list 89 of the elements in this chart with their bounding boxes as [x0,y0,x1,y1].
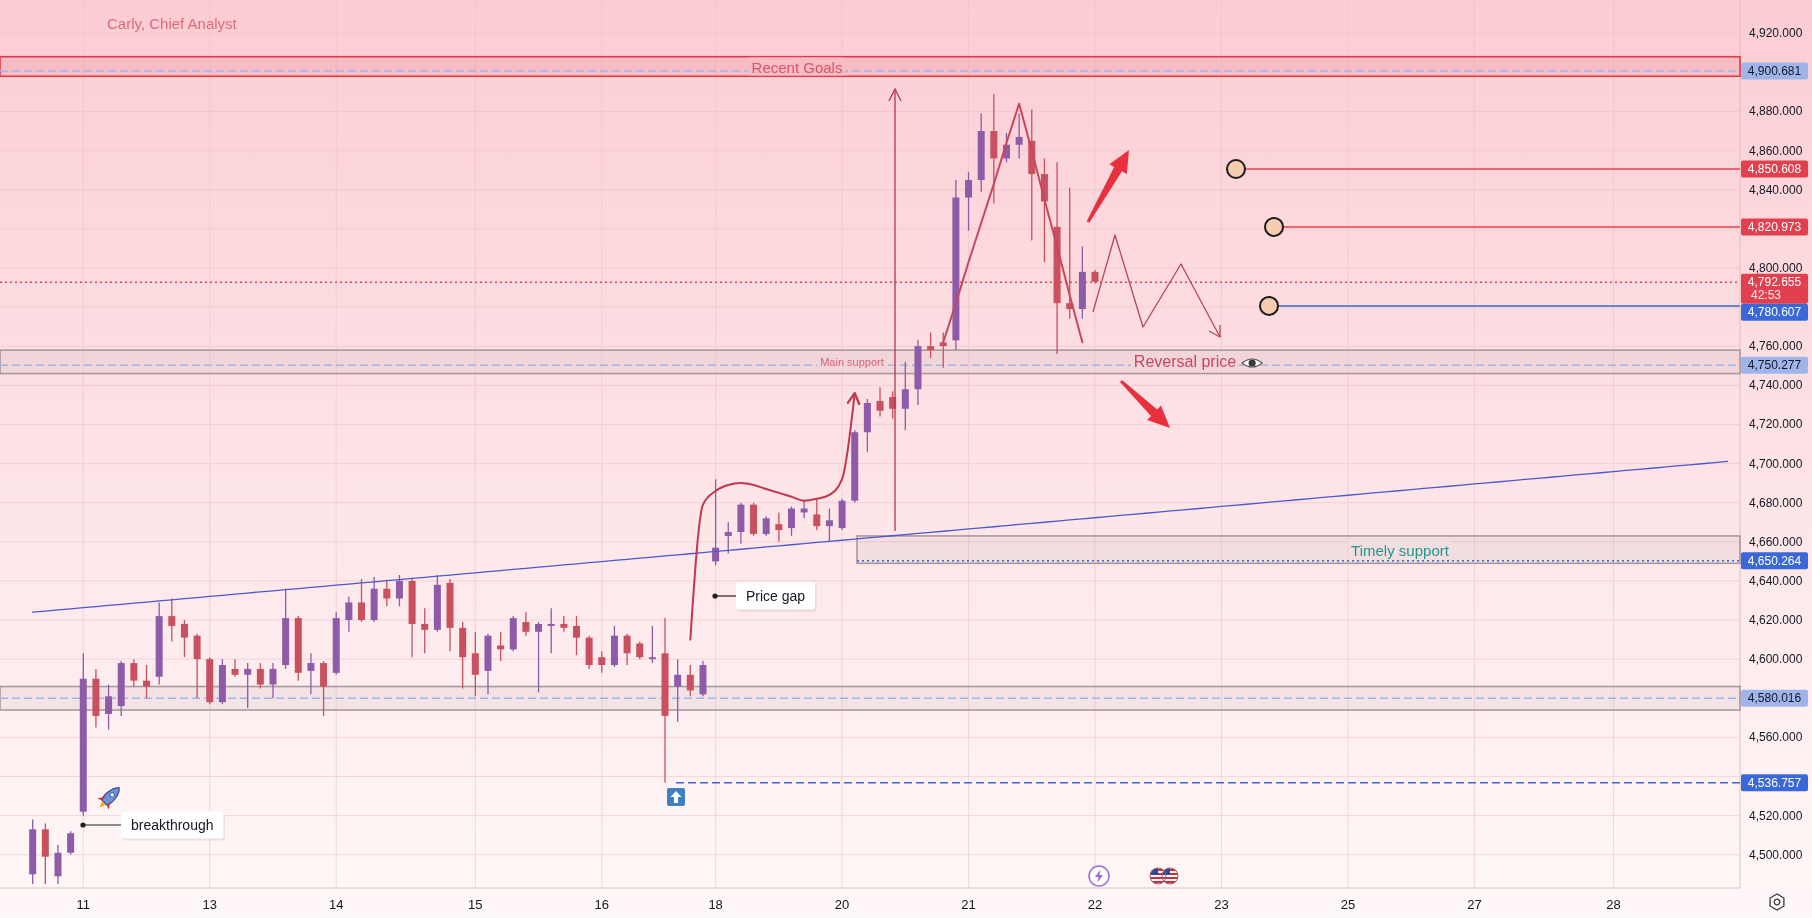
ref-line-label: 4,536.757 [1747,775,1802,790]
y-tick-label: 4,720.000 [1749,417,1803,432]
candlestick [825,507,833,543]
x-tick-label: 28 [1606,896,1621,912]
ref-line-label: 4,820.973 [1747,219,1802,234]
x-tick-label: 20 [834,896,850,912]
candlestick [876,386,884,418]
candlestick [547,607,555,654]
text: Carly, Chief Analyst [107,14,238,32]
annotation: Price gap [745,588,806,604]
y-tick-label: 4,860.000 [1749,143,1803,158]
candlestick [193,633,201,699]
candlestick [307,652,315,696]
band-label: Main support [820,355,884,368]
y-tick-label: 4,740.000 [1749,378,1803,393]
candlestick [573,615,580,656]
ref-line-label: 4,650.264 [1747,553,1802,568]
ref-line-label: 4,850.608 [1747,161,1802,176]
band-label: Timely support [1351,541,1450,559]
candlestick [762,515,770,537]
candlestick [775,511,783,543]
x-tick-label: 13 [202,896,217,912]
ref-line-label: 4,750.277 [1747,358,1802,373]
x-tick-label: 27 [1467,896,1482,912]
candlestick [674,658,682,723]
x-tick-label: 15 [468,896,483,912]
candlestick [560,615,568,633]
x-tick-label: 18 [708,896,723,912]
candlestick [648,625,656,664]
candlestick [788,505,795,537]
y-tick-label: 4,620.000 [1749,613,1803,628]
candlestick [395,574,403,607]
y-tick-label: 4,700.000 [1749,456,1803,471]
candlestick [686,664,694,697]
y-tick-label: 4,560.000 [1749,730,1803,745]
x-tick-label: 25 [1340,896,1356,912]
ref-line-label: 4,780.607 [1747,305,1802,320]
candlestick [497,631,505,662]
text: 42:53 [1751,287,1782,302]
y-tick-label: 4,880.000 [1749,104,1803,119]
candlestick [244,662,252,709]
y-tick-label: 4,680.000 [1749,495,1803,510]
y-tick-label: 4,800.000 [1749,260,1803,275]
candlestick [965,171,973,232]
candlestick [54,844,62,885]
candlestick [269,662,277,699]
y-tick-label: 4,760.000 [1749,339,1803,354]
candlestick [927,331,935,359]
candlestick [813,498,821,531]
annotation: breakthrough [130,817,214,833]
candlestick [143,664,151,699]
y-tick-label: 4,660.000 [1749,534,1803,549]
band-label: Recent Goals [751,58,843,75]
candlestick [130,658,138,688]
x-tick-label: 23 [1214,896,1229,912]
candlestick [180,619,188,658]
y-tick-label: 4,640.000 [1749,573,1803,588]
candlestick [231,658,239,678]
candlestick [522,611,530,637]
y-tick-label: 4,920.000 [1749,26,1803,41]
x-tick-label: 11 [76,896,91,912]
candlestick [724,521,732,555]
candlestick [345,595,353,633]
candlestick [67,830,75,856]
ref-line-label: 4,580.016 [1747,691,1802,706]
candlestick [358,578,366,623]
ref-line-label: 4,792.655 [1747,275,1802,290]
candlestick [535,621,543,694]
candlestick [320,660,328,717]
y-tick-label: 4,520.000 [1749,808,1803,823]
y-tick-label: 4,500.000 [1749,847,1803,862]
annotation: Reversal price [1133,352,1237,370]
y-tick-label: 4,840.000 [1749,182,1803,197]
ref-line-label: 4,900.681 [1747,64,1802,79]
candlestick [598,650,606,674]
candlestick [383,580,391,607]
candlestick [623,633,631,666]
candlestick [901,361,909,431]
x-tick-label: 21 [961,896,976,912]
candlestick [421,607,429,654]
x-tick-label: 16 [594,896,610,912]
candlestick [1015,112,1023,160]
candlestick [471,631,479,697]
x-tick-label: 14 [328,896,344,912]
y-tick-label: 4,600.000 [1749,652,1803,667]
candlestick [105,683,113,731]
line-series [32,460,1728,613]
x-tick-label: 22 [1087,896,1103,912]
candlestick [256,662,264,690]
